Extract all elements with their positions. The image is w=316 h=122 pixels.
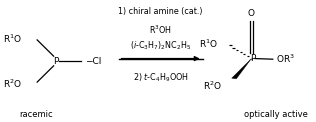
- Text: P: P: [250, 54, 256, 63]
- Text: racemic: racemic: [19, 110, 53, 119]
- Text: −Cl: −Cl: [85, 56, 101, 66]
- Polygon shape: [232, 59, 252, 79]
- Text: optically active: optically active: [244, 110, 308, 119]
- Text: 2) $t$-C$_4$H$_9$OOH: 2) $t$-C$_4$H$_9$OOH: [132, 72, 188, 84]
- Text: 1) chiral amine (cat.): 1) chiral amine (cat.): [118, 7, 203, 16]
- Text: R$^3$OH: R$^3$OH: [149, 23, 172, 36]
- Text: OR$^3$: OR$^3$: [276, 53, 295, 65]
- Text: ($i$-C$_3$H$_7$)$_2$NC$_2$H$_5$: ($i$-C$_3$H$_7$)$_2$NC$_2$H$_5$: [130, 39, 191, 52]
- Text: O: O: [248, 9, 255, 18]
- Text: R$^2$O: R$^2$O: [203, 80, 222, 92]
- Text: P: P: [53, 56, 59, 66]
- Text: R$^1$O: R$^1$O: [3, 32, 22, 45]
- Text: R$^2$O: R$^2$O: [3, 77, 22, 90]
- Text: R$^1$O: R$^1$O: [199, 37, 218, 50]
